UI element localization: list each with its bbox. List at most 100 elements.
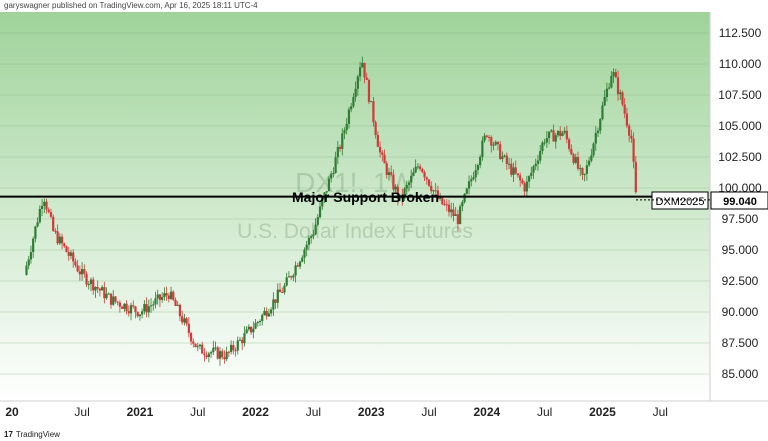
candle-body [352,96,355,107]
candle-body [36,222,39,227]
candle-body [476,165,480,171]
candle-body [298,261,302,267]
last-price-box: 99.040 [710,191,768,210]
candle-body [358,67,362,77]
candle-body [96,286,99,289]
candle-body [554,135,557,142]
candle-body [143,304,146,312]
candle-body [378,146,382,153]
candle-body [363,62,366,78]
candle-body [434,190,437,192]
candle-body [40,205,44,209]
candle-body [303,249,306,258]
candle-body [325,191,328,193]
candle-body [218,351,222,359]
time-axis[interactable]: 20 Jul 2021 Jul 2022 Jul 2023 Jul 2024 Jul 2025 Jul [5,405,668,419]
candle-body [621,92,624,105]
candle-body [132,305,135,307]
candle-body [332,173,335,175]
candle-body [447,204,451,213]
candle-body [634,161,637,193]
candle-body [29,252,33,260]
candle-body [361,62,364,68]
candle-body [523,183,526,192]
candle-body [421,168,424,173]
candle-body [203,353,206,356]
candle-body [612,72,615,77]
candle-body [152,304,155,306]
candle-body [374,122,377,136]
candle-body [483,135,486,141]
candle-body [52,216,55,231]
candle-body [492,144,495,146]
candle-body [134,306,137,312]
candle-body [272,299,275,310]
candle-body [83,268,86,274]
candle-body [570,148,573,155]
candle-body [456,214,460,225]
candle-body [459,206,462,225]
candle-body [465,188,468,194]
candle-body [505,155,508,165]
candle-body [416,166,419,168]
candle-body [109,293,113,305]
time-tick-label: 20 [5,405,19,419]
candle-body [225,351,228,360]
candle-body [27,259,30,266]
price-tick-label: 112.500 [719,26,762,40]
candle-body [556,130,560,136]
candle-body [534,163,537,167]
candle-body [189,333,193,342]
candle-body [310,236,313,238]
candle-body [588,160,591,166]
candle-body [212,347,215,353]
candle-body [443,204,446,206]
candle-body [345,123,348,131]
candle-body [599,119,602,131]
candle-body [223,357,226,360]
watermark-name: U.S. Dollar Index Futures [237,220,473,243]
candle-body [85,273,88,285]
candle-body [530,172,533,177]
candle-body [503,155,506,157]
time-tick-label: 2022 [242,405,269,419]
candle-body [161,297,164,300]
candle-body [129,305,133,314]
candle-body [45,201,48,210]
candle-body [481,140,484,157]
candle-body [590,155,593,161]
candle-body [65,246,68,253]
candle-body [461,202,464,207]
candle-body [625,113,629,126]
tradingview-logo-icon: 17 [4,430,13,439]
tradingview-logo[interactable]: 17 TradingView [4,430,60,440]
price-axis[interactable]: 112.500110.000107.500105.000102.500100.0… [718,26,762,381]
time-tick-label: 2025 [589,405,616,419]
candle-body [32,238,35,253]
candle-body [485,135,488,137]
candle-body [525,181,528,192]
candle-body [274,299,277,303]
candle-body [163,293,166,298]
candle-body [69,252,73,256]
candle-body [336,146,339,158]
candle-body [419,166,422,169]
candle-body [278,289,282,293]
candle-body [283,285,286,293]
candle-body [243,333,246,344]
candle-body [25,265,28,275]
candle-body [383,154,386,164]
candle-body [307,237,311,245]
candle-body [221,351,224,358]
candle-body [174,299,177,306]
price-tick-label: 92.500 [722,274,759,288]
candle-body [214,347,217,349]
candle-body [258,321,262,323]
candle-body [181,316,184,323]
price-tick-label: 102.500 [718,150,762,164]
candle-body [87,284,90,286]
candle-body [628,125,631,136]
candle-body [427,179,431,186]
candle-body [561,132,564,136]
